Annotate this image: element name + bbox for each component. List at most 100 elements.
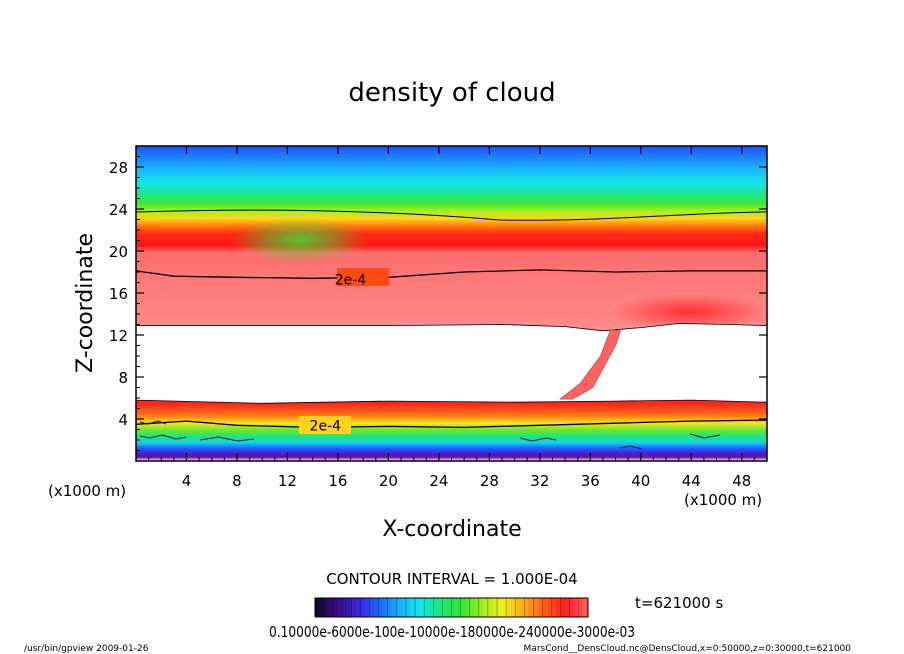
- color-bar-segment: [510, 598, 516, 617]
- color-bar-segment: [551, 598, 557, 617]
- color-bar-segment: [487, 598, 493, 617]
- color-bar-segment: [528, 598, 534, 617]
- color-bar-segment: [415, 598, 420, 617]
- color-bar-segment: [410, 598, 416, 617]
- y-tick-label: 4: [118, 411, 128, 429]
- color-bar-segment: [456, 598, 461, 617]
- color-bar-segment: [360, 598, 366, 617]
- red-plume-glow: [610, 294, 767, 330]
- color-bar-segment: [433, 598, 439, 617]
- footer-left: /usr/bin/gpview 2009-01-26: [24, 644, 149, 654]
- y-tick-label: 24: [109, 201, 128, 219]
- color-bar-tick-labels: 0.10000e-6000e-100e-10000e-180000e-24000…: [269, 623, 635, 641]
- contour-line-upper-2: [136, 209, 767, 221]
- x-tick-label: 44: [682, 472, 701, 490]
- color-bar-segment: [424, 598, 430, 617]
- color-bar-segment: [333, 598, 339, 617]
- color-bar-segment: [365, 598, 370, 617]
- color-bar-segment: [351, 598, 357, 617]
- contour-label-group: 2e-4 2e-4: [299, 268, 389, 434]
- x-tick-label: 8: [232, 472, 242, 490]
- color-bar-segment: [383, 598, 389, 617]
- color-bar-segment: [469, 598, 475, 617]
- contour-line-lower: [136, 419, 767, 429]
- x-tick-label: 48: [732, 472, 751, 490]
- color-bar-segment: [387, 598, 393, 617]
- color-bar-segment: [501, 598, 507, 617]
- x-tick-label: 40: [631, 472, 650, 490]
- y-axis: 4 8 12 16 20 24 28: [109, 156, 767, 451]
- x-tick-label: 36: [581, 472, 600, 490]
- color-bar-segment: [419, 598, 425, 617]
- color-bar-segment: [497, 598, 502, 617]
- color-bar-segment: [483, 598, 489, 617]
- cloud-plume: [559, 329, 622, 400]
- x-axis: 4 8 12 16 20 24 28 32 36 40 44 48: [148, 146, 755, 490]
- color-bar-segment: [374, 598, 379, 617]
- color-bar-segment: [547, 598, 552, 617]
- noise-contours: [139, 420, 721, 450]
- color-bar-segment: [515, 598, 521, 617]
- color-bar-segment: [583, 598, 589, 617]
- color-bar-segment: [565, 598, 571, 617]
- color-bar-segment: [446, 598, 452, 617]
- color-bar-segment: [474, 598, 480, 617]
- color-bar-segment: [569, 598, 575, 617]
- color-bar-segment: [533, 598, 539, 617]
- color-bar-segment: [451, 598, 457, 617]
- color-bar-segment: [337, 598, 343, 617]
- color-bar-segment: [428, 598, 434, 617]
- y-tick-label: 20: [109, 243, 128, 261]
- contour-line-upper: [136, 269, 767, 279]
- color-bar-segment: [324, 598, 329, 617]
- color-bar-segment: [315, 598, 320, 617]
- color-bar-segment: [342, 598, 348, 617]
- color-bar-segment: [574, 598, 580, 617]
- lower-cloud-field: [136, 396, 767, 461]
- color-bar-segment: [328, 598, 334, 617]
- contour-label-lower: 2e-4: [310, 418, 342, 434]
- x-unit-left: (x1000 m): [48, 482, 126, 500]
- contour-label-upper: 2e-4: [335, 272, 367, 288]
- color-bar-segment: [346, 598, 352, 617]
- y-tick-label: 16: [109, 285, 128, 303]
- x-tick-label: 32: [530, 472, 549, 490]
- color-bar-segment: [556, 598, 561, 617]
- color-bar: [314, 598, 589, 617]
- y-tick-label: 28: [109, 159, 128, 177]
- chart-title: density of cloud: [348, 78, 555, 108]
- x-tick-label: 28: [480, 472, 499, 490]
- color-bar-segment: [460, 598, 466, 617]
- contour-label-bg-upper: [337, 268, 389, 286]
- color-bar-segment: [524, 598, 530, 617]
- x-tick-label: 20: [379, 472, 398, 490]
- x-tick-label: 4: [182, 472, 192, 490]
- color-bar-segment: [369, 598, 375, 617]
- color-bar-frame: [314, 597, 589, 618]
- color-bar-segment: [392, 598, 398, 617]
- y-axis-label: Z-coordinate: [73, 233, 98, 373]
- cloud-free-gap: [136, 323, 767, 404]
- color-bar-segment: [406, 598, 411, 617]
- color-bar-segment: [478, 598, 484, 617]
- color-bar-segment: [492, 598, 498, 617]
- x-unit-right: (x1000 m): [684, 491, 762, 509]
- contour-label-bg-lower: [299, 416, 351, 434]
- contour-interval: CONTOUR INTERVAL = 1.000E-04: [326, 570, 577, 588]
- x-tick-label: 16: [328, 472, 347, 490]
- color-bar-segment: [542, 598, 548, 617]
- color-bar-segment: [519, 598, 525, 617]
- y-tick-label: 8: [118, 369, 128, 387]
- time-label: t=621000 s: [635, 594, 723, 612]
- color-bar-segment: [560, 598, 566, 617]
- color-bar-segment: [506, 598, 511, 617]
- footer-right: MarsCond__DensCloud.nc@DensCloud,x=0:500…: [524, 644, 852, 654]
- color-bar-segment: [378, 598, 384, 617]
- x-axis-label: X-coordinate: [382, 517, 521, 542]
- green-region: [230, 218, 370, 262]
- x-tick-label: 12: [278, 472, 297, 490]
- x-tick-label: 24: [429, 472, 448, 490]
- color-bar-segment: [396, 598, 402, 617]
- color-bar-segment: [319, 598, 325, 617]
- color-bar-segment: [401, 598, 407, 617]
